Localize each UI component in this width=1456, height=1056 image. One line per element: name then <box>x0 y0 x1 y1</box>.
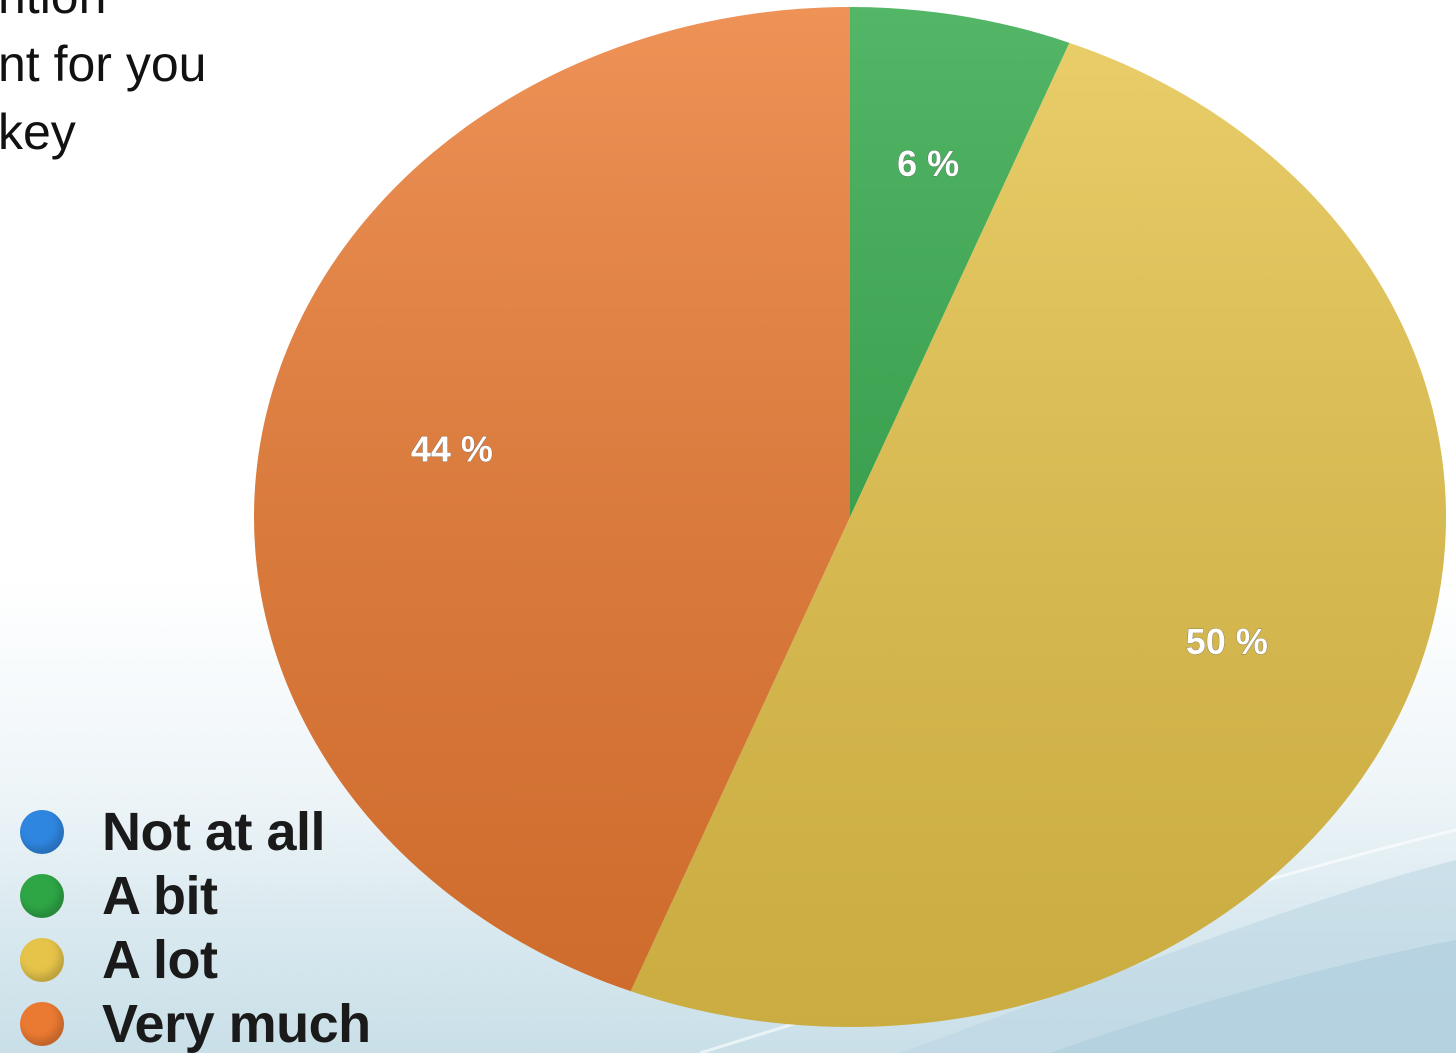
legend-label: Very much <box>102 994 371 1054</box>
legend-swatch <box>20 874 64 918</box>
slice-label-very-much: 44 % <box>411 429 493 470</box>
slice-label-a-lot: 50 % <box>1186 621 1268 662</box>
legend-swatch <box>20 938 64 982</box>
legend-item-a-lot: A lot <box>20 928 371 992</box>
slice-label-a-bit: 6 % <box>897 143 959 184</box>
legend-label: Not at all <box>102 802 326 862</box>
legend: Not at all A bit A lot Very much <box>20 800 371 1056</box>
legend-swatch <box>20 1002 64 1046</box>
legend-swatch <box>20 810 64 854</box>
legend-label: A bit <box>102 866 218 926</box>
legend-item-very-much: Very much <box>20 992 371 1056</box>
page-title-fragment: ntion nt for you key <box>0 0 207 160</box>
legend-label: A lot <box>102 930 218 990</box>
legend-item-a-bit: A bit <box>20 864 371 928</box>
legend-item-not-at-all: Not at all <box>20 800 371 864</box>
